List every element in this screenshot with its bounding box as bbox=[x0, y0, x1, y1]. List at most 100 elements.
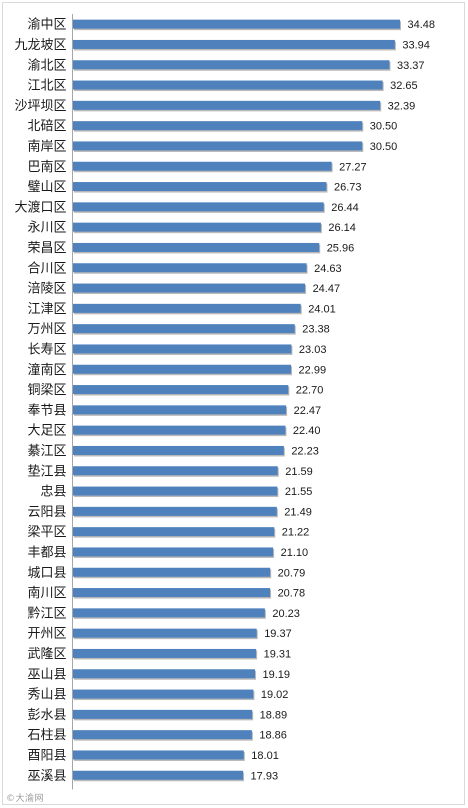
category-label: 垫江县 bbox=[27, 463, 66, 479]
value-label: 22.47 bbox=[294, 405, 322, 417]
bar bbox=[73, 628, 257, 638]
bar bbox=[73, 344, 292, 354]
bar bbox=[73, 222, 321, 232]
value-label: 18.01 bbox=[251, 750, 279, 762]
value-label: 33.94 bbox=[402, 39, 430, 51]
category-label: 城口县 bbox=[27, 566, 66, 581]
value-label: 21.59 bbox=[285, 466, 313, 478]
category-label: 沙坪坝区 bbox=[14, 99, 66, 114]
category-label: 巫溪县 bbox=[27, 769, 66, 784]
value-label: 21.55 bbox=[285, 486, 313, 498]
bar bbox=[73, 60, 390, 70]
bar bbox=[73, 608, 265, 618]
category-label: 九龙坡区 bbox=[14, 38, 66, 53]
category-label: 江津区 bbox=[27, 302, 66, 317]
bar bbox=[73, 466, 278, 476]
value-label: 21.10 bbox=[281, 547, 309, 559]
value-label: 33.37 bbox=[397, 60, 425, 72]
value-label: 20.79 bbox=[278, 567, 306, 579]
category-label: 南岸区 bbox=[27, 138, 66, 154]
bar bbox=[73, 364, 292, 374]
value-label: 25.96 bbox=[327, 242, 355, 254]
category-label: 璧山区 bbox=[27, 179, 66, 195]
category-label: 荣昌区 bbox=[27, 241, 66, 256]
bar bbox=[73, 486, 278, 496]
bar bbox=[73, 385, 289, 395]
value-label: 34.48 bbox=[408, 19, 436, 31]
bar bbox=[73, 39, 395, 49]
value-label: 24.63 bbox=[314, 263, 342, 275]
category-label: 巴南区 bbox=[27, 159, 66, 175]
category-label: 万州区 bbox=[27, 322, 66, 337]
category-label: 永川区 bbox=[27, 221, 66, 236]
bar bbox=[73, 405, 287, 415]
category-label: 北碚区 bbox=[27, 119, 66, 134]
value-label: 17.93 bbox=[251, 770, 279, 782]
category-label: 开州区 bbox=[27, 627, 66, 642]
value-label: 32.39 bbox=[388, 100, 416, 112]
category-label: 奉节县 bbox=[27, 403, 66, 418]
category-label: 酉阳县 bbox=[27, 748, 66, 763]
bar bbox=[73, 19, 400, 29]
value-label: 30.50 bbox=[370, 141, 398, 153]
category-label: 武隆区 bbox=[27, 647, 66, 662]
category-label: 秀山县 bbox=[27, 688, 66, 703]
value-label: 19.31 bbox=[264, 648, 292, 660]
value-label: 20.78 bbox=[278, 588, 306, 600]
value-label: 19.37 bbox=[264, 628, 292, 640]
bar bbox=[73, 141, 363, 151]
bar bbox=[73, 709, 253, 719]
bar bbox=[73, 567, 271, 577]
category-label: 巫山县 bbox=[27, 667, 66, 682]
value-label: 24.01 bbox=[308, 303, 336, 315]
bar bbox=[73, 242, 320, 252]
category-label: 綦江区 bbox=[27, 444, 66, 459]
bar bbox=[73, 547, 274, 557]
value-label: 23.38 bbox=[302, 324, 330, 336]
bar bbox=[73, 770, 244, 780]
value-label: 21.22 bbox=[282, 527, 310, 539]
bar bbox=[73, 80, 383, 90]
category-label: 铜梁区 bbox=[27, 383, 66, 398]
value-label: 22.99 bbox=[299, 364, 327, 376]
value-label: 32.65 bbox=[390, 80, 418, 92]
bar bbox=[73, 588, 271, 598]
bar bbox=[73, 425, 286, 435]
value-label: 23.03 bbox=[299, 344, 327, 356]
category-label: 彭水县 bbox=[27, 708, 66, 723]
value-label: 26.44 bbox=[331, 202, 359, 214]
category-label: 大渡口区 bbox=[14, 199, 66, 215]
value-label: 24.47 bbox=[313, 283, 341, 295]
value-label: 21.49 bbox=[284, 506, 312, 518]
bar bbox=[73, 182, 327, 192]
value-label: 20.23 bbox=[272, 608, 300, 620]
value-label: 19.19 bbox=[262, 669, 290, 681]
bar bbox=[73, 303, 301, 313]
category-label: 江北区 bbox=[27, 79, 66, 94]
value-label: 26.14 bbox=[328, 222, 356, 234]
bar bbox=[73, 506, 277, 516]
category-label: 梁平区 bbox=[27, 525, 66, 540]
value-label: 22.70 bbox=[296, 385, 324, 397]
watermark: ©大渝网 bbox=[6, 794, 45, 804]
category-label: 忠县 bbox=[40, 485, 66, 500]
category-label: 涪陵区 bbox=[27, 282, 66, 297]
bar bbox=[73, 263, 307, 273]
value-label: 30.50 bbox=[370, 121, 398, 133]
category-label: 渝中区 bbox=[27, 17, 66, 33]
category-label: 丰都县 bbox=[27, 545, 66, 560]
value-label: 19.02 bbox=[261, 689, 289, 701]
bar bbox=[73, 121, 363, 131]
value-label: 22.40 bbox=[293, 425, 321, 437]
bar bbox=[73, 730, 252, 740]
category-label: 渝北区 bbox=[27, 57, 66, 73]
bar bbox=[73, 689, 254, 699]
category-label: 潼南区 bbox=[27, 362, 66, 378]
category-label: 长寿区 bbox=[27, 342, 66, 357]
bar bbox=[73, 527, 275, 537]
category-label: 石柱县 bbox=[27, 728, 66, 743]
bar bbox=[73, 750, 244, 760]
category-label: 云阳县 bbox=[27, 505, 66, 520]
category-label: 南川区 bbox=[27, 585, 66, 601]
